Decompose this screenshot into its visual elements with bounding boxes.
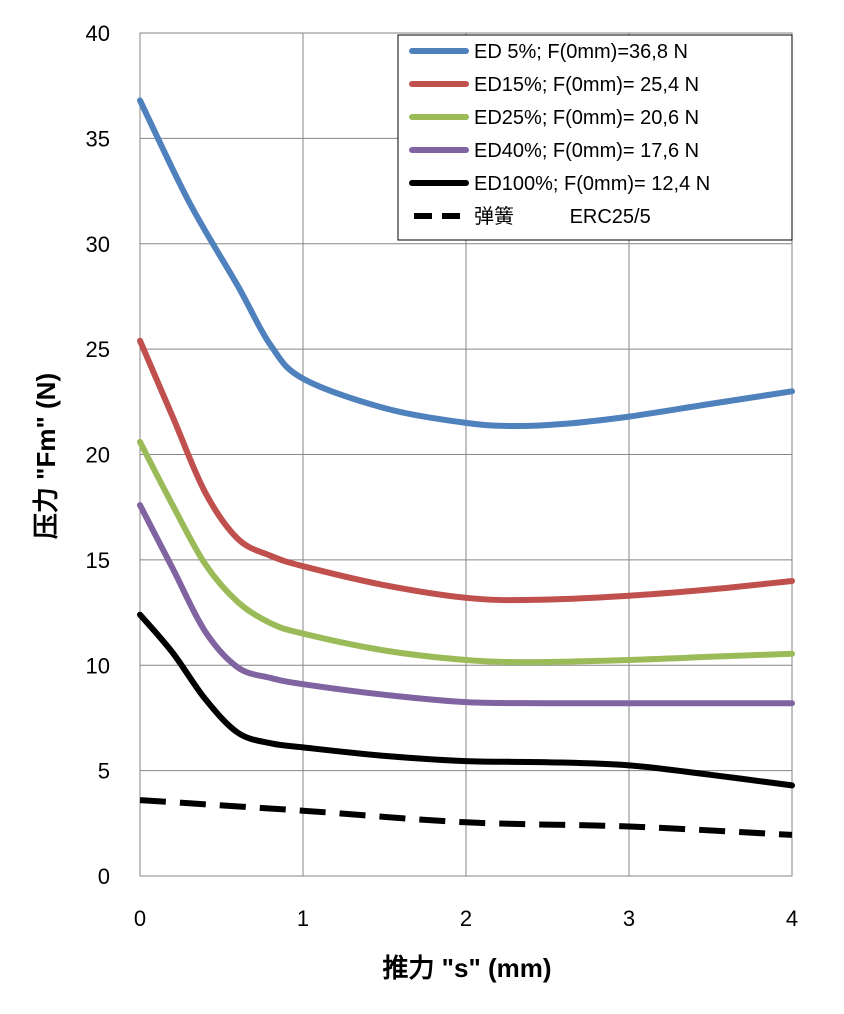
y-tick-label: 0 [98, 864, 110, 889]
y-tick-label: 20 [86, 443, 110, 468]
y-axis-title: 压力 "Fm" (N) [31, 373, 61, 539]
legend-label-3: ED25%; F(0mm)= 20,6 N [474, 107, 699, 129]
legend-label-5: ED100%; F(0mm)= 12,4 N [474, 173, 710, 195]
legend-label-2: ED15%; F(0mm)= 25,4 N [474, 74, 699, 96]
y-tick-label: 30 [86, 232, 110, 257]
x-tick-label: 1 [297, 906, 309, 931]
x-tick-label: 4 [786, 906, 798, 931]
y-tick-label: 35 [86, 126, 110, 151]
y-tick-label: 15 [86, 548, 110, 573]
legend-label-1: ED 5%; F(0mm)=36,8 N [474, 41, 688, 63]
y-tick-label: 5 [98, 759, 110, 784]
x-tick-label: 0 [134, 906, 146, 931]
y-tick-label: 40 [86, 21, 110, 46]
x-axis-title: 推力 "s" (mm) [382, 953, 551, 983]
series-line-6 [139, 797, 793, 838]
series-line-4 [137, 502, 795, 707]
legend-label-6: 弹簧 ERC25/5 [474, 205, 651, 228]
legend-box [397, 34, 793, 241]
series-line-1 [137, 97, 795, 430]
y-tick-label: 25 [86, 337, 110, 362]
axes: 0 5 10 15 20 25 30 35 40 0 1 2 3 4 [86, 21, 799, 931]
legend: ED 5%; F(0mm)=36,8 N ED15%; F(0mm)= 25,4 … [397, 34, 793, 241]
x-tick-label: 2 [460, 906, 472, 931]
plot-area [139, 32, 793, 877]
series-line-2 [137, 337, 795, 604]
x-tick-label: 3 [623, 906, 635, 931]
series-lines [137, 97, 795, 838]
series-line-5 [137, 611, 795, 789]
series-line-3 [137, 438, 795, 666]
y-tick-label: 10 [86, 653, 110, 678]
legend-label-4: ED40%; F(0mm)= 17,6 N [474, 140, 699, 162]
